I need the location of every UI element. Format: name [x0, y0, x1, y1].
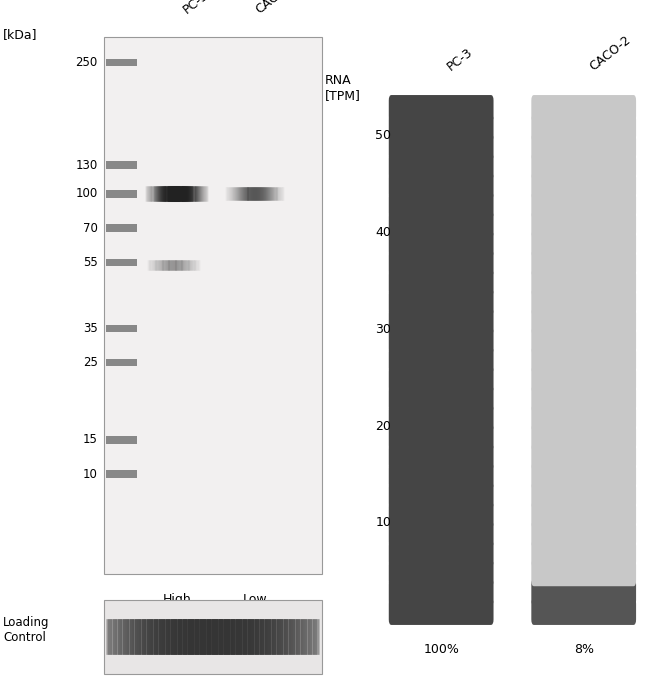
FancyBboxPatch shape	[389, 405, 493, 431]
FancyBboxPatch shape	[531, 443, 636, 470]
FancyBboxPatch shape	[531, 385, 636, 412]
Text: High: High	[162, 592, 192, 605]
FancyBboxPatch shape	[531, 501, 636, 528]
FancyBboxPatch shape	[389, 114, 493, 141]
FancyBboxPatch shape	[531, 153, 636, 180]
FancyBboxPatch shape	[105, 161, 136, 169]
Text: 70: 70	[83, 221, 98, 235]
FancyBboxPatch shape	[389, 328, 493, 354]
FancyBboxPatch shape	[531, 328, 636, 354]
Text: 10: 10	[376, 516, 391, 529]
FancyBboxPatch shape	[531, 540, 636, 567]
FancyBboxPatch shape	[389, 211, 493, 238]
FancyBboxPatch shape	[389, 250, 493, 276]
FancyBboxPatch shape	[531, 579, 636, 605]
Text: [kDa]: [kDa]	[3, 28, 38, 41]
Text: RNA
[TPM]: RNA [TPM]	[325, 74, 361, 101]
Text: 100: 100	[75, 187, 98, 200]
FancyBboxPatch shape	[531, 172, 636, 199]
FancyBboxPatch shape	[531, 405, 636, 431]
FancyBboxPatch shape	[105, 225, 136, 232]
FancyBboxPatch shape	[389, 308, 493, 334]
FancyBboxPatch shape	[389, 424, 493, 451]
FancyBboxPatch shape	[389, 153, 493, 180]
FancyBboxPatch shape	[389, 598, 493, 625]
Text: 100%: 100%	[423, 643, 459, 656]
FancyBboxPatch shape	[531, 463, 636, 490]
FancyBboxPatch shape	[105, 259, 136, 266]
FancyBboxPatch shape	[389, 540, 493, 567]
FancyBboxPatch shape	[531, 192, 636, 219]
Text: 10: 10	[83, 468, 98, 481]
FancyBboxPatch shape	[389, 482, 493, 509]
FancyBboxPatch shape	[389, 560, 493, 586]
Text: 20: 20	[376, 419, 391, 432]
Text: IRF2BPL: IRF2BPL	[484, 680, 541, 681]
FancyBboxPatch shape	[389, 521, 493, 548]
FancyBboxPatch shape	[389, 347, 493, 373]
FancyBboxPatch shape	[531, 114, 636, 141]
Text: 40: 40	[376, 226, 391, 239]
FancyBboxPatch shape	[531, 95, 636, 122]
FancyBboxPatch shape	[105, 325, 136, 332]
FancyBboxPatch shape	[531, 366, 636, 393]
FancyBboxPatch shape	[104, 599, 322, 674]
Text: Loading
Control: Loading Control	[3, 616, 50, 644]
FancyBboxPatch shape	[389, 501, 493, 528]
FancyBboxPatch shape	[389, 579, 493, 605]
Text: CACO-2: CACO-2	[587, 33, 633, 74]
FancyBboxPatch shape	[389, 289, 493, 315]
FancyBboxPatch shape	[104, 37, 322, 574]
FancyBboxPatch shape	[531, 521, 636, 548]
Text: 15: 15	[83, 433, 98, 446]
FancyBboxPatch shape	[105, 190, 136, 197]
FancyBboxPatch shape	[531, 289, 636, 315]
FancyBboxPatch shape	[531, 347, 636, 373]
FancyBboxPatch shape	[389, 443, 493, 470]
Text: Low: Low	[243, 592, 267, 605]
FancyBboxPatch shape	[389, 95, 493, 122]
FancyBboxPatch shape	[389, 385, 493, 412]
Text: PC-3: PC-3	[445, 46, 475, 74]
FancyBboxPatch shape	[531, 269, 636, 296]
FancyBboxPatch shape	[105, 471, 136, 478]
FancyBboxPatch shape	[105, 359, 136, 366]
Text: 30: 30	[376, 323, 391, 336]
Text: 8%: 8%	[574, 643, 593, 656]
FancyBboxPatch shape	[389, 269, 493, 296]
Text: PC-3: PC-3	[181, 0, 211, 16]
FancyBboxPatch shape	[389, 192, 493, 219]
FancyBboxPatch shape	[531, 250, 636, 276]
FancyBboxPatch shape	[531, 133, 636, 161]
FancyBboxPatch shape	[531, 230, 636, 257]
FancyBboxPatch shape	[531, 424, 636, 451]
Text: 25: 25	[83, 356, 98, 369]
FancyBboxPatch shape	[389, 172, 493, 199]
FancyBboxPatch shape	[105, 59, 136, 66]
FancyBboxPatch shape	[531, 308, 636, 334]
FancyBboxPatch shape	[531, 482, 636, 509]
FancyBboxPatch shape	[531, 560, 636, 586]
Text: CACO-2: CACO-2	[254, 0, 300, 16]
FancyBboxPatch shape	[389, 230, 493, 257]
Text: 130: 130	[75, 159, 98, 172]
FancyBboxPatch shape	[389, 133, 493, 161]
Text: 50: 50	[376, 129, 391, 142]
FancyBboxPatch shape	[389, 366, 493, 393]
Text: 250: 250	[75, 56, 98, 69]
Text: 35: 35	[83, 321, 98, 335]
Text: 55: 55	[83, 256, 98, 269]
FancyBboxPatch shape	[105, 436, 136, 443]
FancyBboxPatch shape	[389, 463, 493, 490]
FancyBboxPatch shape	[531, 211, 636, 238]
FancyBboxPatch shape	[531, 598, 636, 625]
